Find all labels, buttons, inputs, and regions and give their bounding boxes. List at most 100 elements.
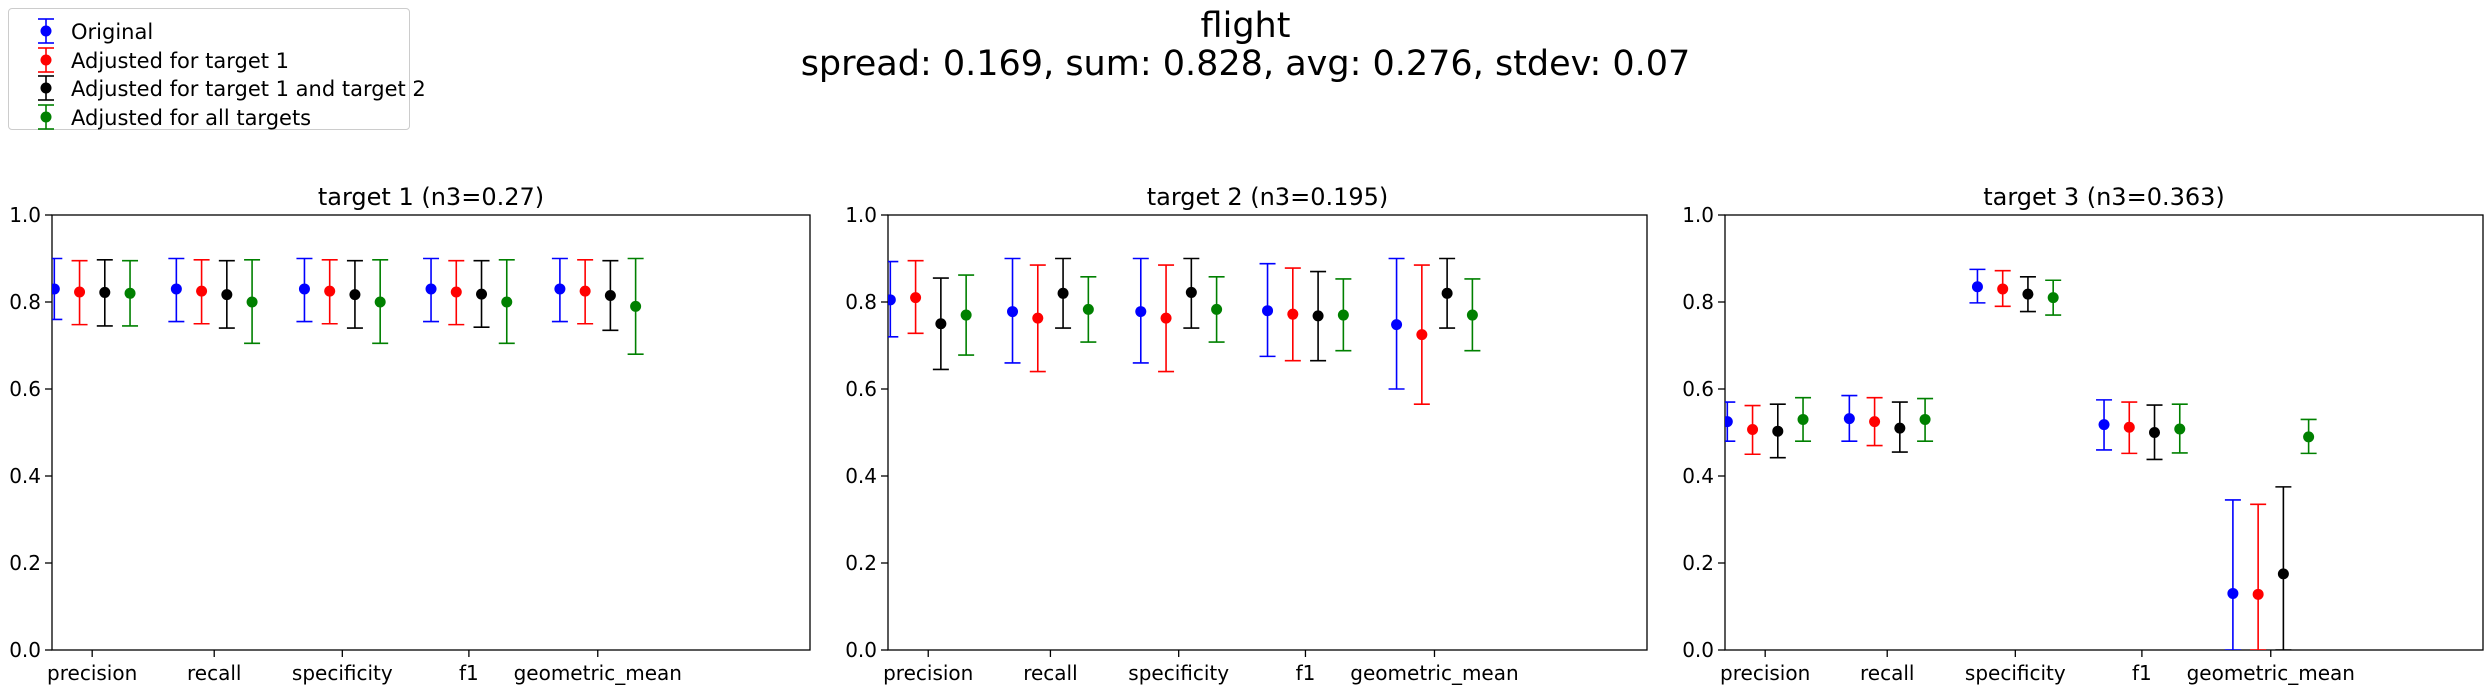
x-tick-label: precision bbox=[47, 661, 137, 685]
x-tick-label: f1 bbox=[459, 661, 479, 685]
y-tick-label: 0.6 bbox=[1682, 377, 1714, 401]
data-point bbox=[1971, 281, 1983, 293]
data-point bbox=[1919, 413, 1931, 425]
plot-frame bbox=[1724, 214, 2484, 651]
data-point bbox=[2227, 587, 2239, 599]
y-tick-label: 0.8 bbox=[9, 290, 41, 314]
data-point bbox=[1160, 312, 1172, 324]
data-point bbox=[74, 286, 86, 298]
data-point bbox=[2277, 568, 2289, 580]
x-tick-label: f1 bbox=[1296, 661, 1316, 685]
legend-label: Adjusted for all targets bbox=[71, 105, 312, 130]
figure-title: flight bbox=[1200, 6, 1291, 46]
x-tick-label: recall bbox=[1860, 661, 1914, 685]
data-point bbox=[2047, 292, 2059, 304]
data-point bbox=[2149, 427, 2161, 438]
data-point bbox=[1894, 422, 1906, 434]
data-point bbox=[888, 294, 896, 306]
chart-title: target 2 (n3=0.195) bbox=[1147, 183, 1389, 211]
data-layer bbox=[1725, 268, 2317, 650]
data-point bbox=[1262, 305, 1274, 317]
data-point bbox=[476, 288, 488, 300]
y-tick-label: 0.8 bbox=[1682, 290, 1714, 314]
y-tick-label: 0.0 bbox=[845, 638, 877, 662]
data-point bbox=[374, 296, 386, 308]
data-point bbox=[1725, 416, 1733, 428]
y-tick-label: 0.6 bbox=[845, 377, 877, 401]
data-layer bbox=[52, 257, 644, 356]
data-point bbox=[579, 285, 591, 297]
data-point bbox=[425, 283, 437, 295]
data-point bbox=[1007, 306, 1019, 318]
x-tick-label: geometric_mean bbox=[514, 661, 682, 685]
data-point bbox=[349, 289, 361, 301]
data-point bbox=[554, 283, 566, 295]
data-point bbox=[1466, 309, 1478, 321]
legend-marker bbox=[38, 46, 54, 73]
legend-entry: Adjusted for target 1 and target 2 bbox=[9, 74, 426, 102]
y-tick-label: 1.0 bbox=[9, 203, 41, 227]
x-tick-label: precision bbox=[1720, 661, 1810, 685]
data-point bbox=[124, 287, 136, 299]
data-point bbox=[1416, 329, 1428, 341]
data-point bbox=[2098, 419, 2110, 431]
x-tick-label: geometric_mean bbox=[1350, 661, 1518, 685]
data-point bbox=[52, 283, 60, 295]
figure-subtitle: spread: 0.169, sum: 0.828, avg: 0.276, s… bbox=[800, 44, 1691, 84]
data-point bbox=[2252, 588, 2264, 600]
data-point bbox=[324, 285, 336, 297]
data-point bbox=[1337, 309, 1349, 321]
data-point bbox=[1797, 413, 1809, 425]
legend-entry: Original bbox=[9, 17, 409, 45]
plot-frame bbox=[51, 214, 811, 651]
data-point bbox=[170, 283, 182, 295]
x-tick-label: specificity bbox=[1128, 661, 1229, 685]
y-tick-label: 1.0 bbox=[1682, 203, 1714, 227]
data-point bbox=[1772, 425, 1784, 437]
x-tick-label: geometric_mean bbox=[2187, 661, 2355, 685]
legend-marker bbox=[38, 103, 54, 130]
data-point bbox=[1032, 312, 1044, 324]
x-tick-label: f1 bbox=[2132, 661, 2152, 685]
y-tick-label: 0.2 bbox=[1682, 551, 1714, 575]
data-point bbox=[1747, 423, 1759, 435]
data-layer bbox=[888, 257, 1481, 406]
data-point bbox=[1843, 413, 1855, 425]
y-tick-label: 0.4 bbox=[9, 464, 41, 488]
y-tick-label: 0.6 bbox=[9, 377, 41, 401]
legend-entry: Adjusted for target 1 bbox=[9, 46, 409, 74]
data-point bbox=[1287, 308, 1299, 320]
plot-frame bbox=[887, 214, 1648, 651]
data-point bbox=[960, 309, 972, 321]
chart-panel-3: target 3 (n3=0.363) 0.0 0.2 0.4 0.6 0.8 1.0 pre… bbox=[1682, 183, 2484, 685]
legend-label: Adjusted for target 1 and target 2 bbox=[71, 77, 426, 101]
x-tick-label: precision bbox=[883, 661, 973, 685]
data-point bbox=[910, 292, 922, 304]
data-point bbox=[501, 296, 513, 308]
data-point bbox=[1997, 283, 2009, 295]
data-point bbox=[1441, 287, 1453, 299]
chart-panel-2: target 2 (n3=0.195) 0.0 0.2 0.4 0.6 0.8 1.0 pre… bbox=[845, 183, 1648, 685]
data-point bbox=[298, 283, 310, 295]
data-point bbox=[2123, 421, 2135, 433]
legend-label: Adjusted for target 1 bbox=[71, 48, 290, 73]
data-point bbox=[2022, 288, 2034, 300]
data-point bbox=[935, 318, 947, 330]
data-point bbox=[1312, 310, 1324, 322]
data-point bbox=[604, 289, 616, 301]
y-tick-label: 0.8 bbox=[845, 290, 877, 314]
data-point bbox=[2174, 423, 2186, 435]
legend-label: Original bbox=[71, 20, 154, 44]
legend-marker bbox=[38, 18, 54, 44]
data-point bbox=[99, 286, 111, 298]
y-tick-label: 0.2 bbox=[9, 551, 41, 575]
y-tick-label: 0.4 bbox=[845, 464, 877, 488]
data-point bbox=[450, 286, 462, 298]
chart-panel-1: target 1 (n3=0.27) 0.0 0.2 0.4 0.6 0.8 1.0 prec… bbox=[9, 183, 811, 685]
legend-entry: Adjusted for all targets bbox=[9, 103, 409, 131]
y-tick-label: 1.0 bbox=[845, 203, 877, 227]
legend: Original Adjusted for target 1 Adjusted fo… bbox=[8, 8, 426, 131]
y-tick-label: 0.0 bbox=[1682, 638, 1714, 662]
data-point bbox=[1391, 319, 1403, 331]
